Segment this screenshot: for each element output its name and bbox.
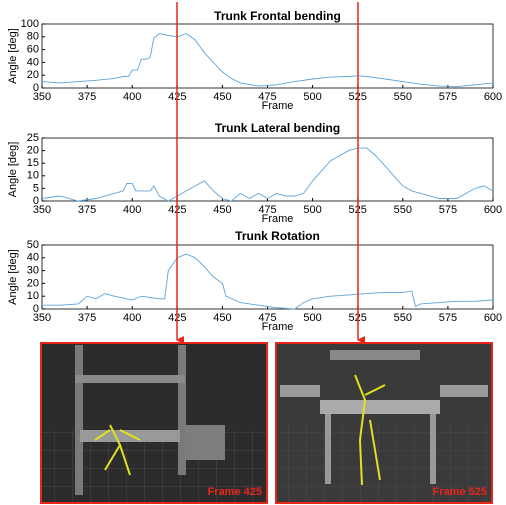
plot-frame	[41, 244, 494, 310]
x-tick-label: 600	[484, 91, 502, 103]
chart-title: Trunk Lateral bending	[215, 121, 340, 135]
y-tick-label: 0	[33, 195, 39, 207]
x-tick-label: 575	[439, 204, 457, 216]
y-tick-label: 20	[27, 277, 39, 289]
x-tick-label: 375	[78, 204, 96, 216]
x-tick-label: 450	[213, 91, 231, 103]
y-tick-label: 40	[27, 56, 39, 68]
x-tick-label: 400	[123, 204, 141, 216]
snapshot-right: Frame 525	[275, 342, 493, 504]
y-tick-label: 50	[27, 239, 39, 251]
y-tick-label: 20	[27, 145, 39, 157]
y-tick-label: 15	[27, 157, 39, 169]
x-tick-label: 475	[258, 91, 276, 103]
y-tick-label: 10	[27, 290, 39, 302]
y-tick-label: 40	[27, 252, 39, 264]
plot-frame	[41, 137, 494, 202]
y-tick-label: 0	[33, 303, 39, 315]
x-tick-label: 450	[213, 312, 231, 324]
x-tick-label: 550	[394, 91, 412, 103]
frame-label: Frame 525	[433, 486, 487, 498]
charts: Trunk Frontal bending3503754004254504755…	[7, 9, 502, 333]
y-axis-label: Angle [deg]	[7, 142, 19, 198]
plot-frame	[41, 23, 494, 89]
x-tick-label: 600	[484, 312, 502, 324]
y-tick-label: 25	[27, 132, 39, 144]
y-axis-label: Angle [deg]	[7, 249, 19, 305]
chart-title: Trunk Rotation	[235, 229, 320, 243]
x-tick-label: 350	[33, 204, 51, 216]
x-tick-label: 500	[303, 91, 321, 103]
y-axis-label: Angle [deg]	[7, 28, 19, 84]
data-line	[41, 33, 494, 88]
x-axis-label: Frame	[262, 100, 294, 112]
y-tick-label: 100	[21, 18, 39, 30]
y-tick-label: 60	[27, 44, 39, 56]
x-tick-label: 375	[78, 312, 96, 324]
y-tick-label: 10	[27, 170, 39, 182]
y-tick-label: 30	[27, 265, 39, 277]
x-tick-label: 475	[258, 204, 276, 216]
x-tick-label: 550	[394, 312, 412, 324]
x-axis-label: Frame	[262, 213, 294, 225]
frame-label: Frame 425	[208, 486, 262, 498]
x-tick-label: 350	[33, 312, 51, 324]
x-tick-label: 450	[213, 204, 231, 216]
x-tick-label: 575	[439, 312, 457, 324]
snapshot-left: Frame 425	[40, 342, 268, 504]
x-tick-label: 500	[303, 312, 321, 324]
x-tick-label: 475	[258, 312, 276, 324]
data-line	[41, 147, 494, 202]
y-tick-label: 5	[33, 182, 39, 194]
chart-title: Trunk Frontal bending	[214, 9, 341, 23]
x-axis-label: Frame	[262, 321, 294, 333]
x-tick-label: 550	[394, 204, 412, 216]
y-tick-label: 0	[33, 82, 39, 94]
x-tick-label: 600	[484, 204, 502, 216]
x-tick-label: 575	[439, 91, 457, 103]
y-tick-label: 80	[27, 31, 39, 43]
x-tick-label: 350	[33, 91, 51, 103]
data-line	[42, 253, 494, 310]
x-tick-label: 400	[123, 312, 141, 324]
x-tick-label: 400	[123, 91, 141, 103]
x-tick-label: 500	[303, 204, 321, 216]
y-tick-label: 20	[27, 69, 39, 81]
x-tick-label: 375	[78, 91, 96, 103]
